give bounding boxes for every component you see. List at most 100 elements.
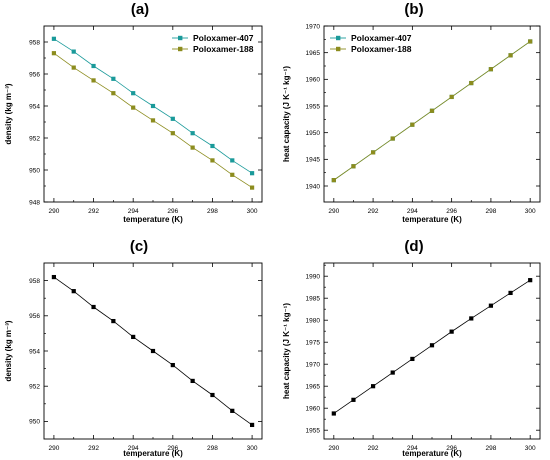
data-point bbox=[370, 150, 376, 155]
y-axis-label: density (kg m⁻³) bbox=[4, 83, 13, 144]
data-point bbox=[170, 116, 175, 121]
y-tick-label: 954 bbox=[29, 348, 40, 355]
legend-label: Poloxamer-188 bbox=[351, 44, 412, 54]
y-axis-label: heat capacity (J K⁻¹ kg⁻¹) bbox=[282, 66, 291, 162]
x-tick-label: 296 bbox=[167, 445, 178, 452]
data-point bbox=[71, 289, 76, 294]
data-point bbox=[390, 136, 395, 141]
data-point bbox=[429, 108, 435, 113]
data-point bbox=[210, 392, 215, 398]
y-tick-label: 1975 bbox=[306, 340, 321, 347]
y-tick-label: 1970 bbox=[306, 362, 321, 369]
x-tick-label: 298 bbox=[207, 445, 218, 452]
panel-title: (c) bbox=[130, 238, 148, 255]
data-point bbox=[150, 103, 156, 109]
data-point bbox=[351, 164, 356, 169]
data-point bbox=[488, 67, 494, 72]
data-point bbox=[111, 318, 116, 324]
data-point bbox=[190, 131, 195, 136]
x-tick-label: 298 bbox=[485, 208, 496, 215]
legend-label: Poloxamer-407 bbox=[351, 33, 412, 43]
panel-title: (a) bbox=[131, 1, 149, 18]
x-tick-label: 292 bbox=[368, 445, 379, 452]
y-axis-label: heat capacity (J K⁻¹ kg⁻¹) bbox=[282, 303, 291, 399]
x-tick-label: 290 bbox=[328, 208, 339, 215]
legend-label: Poloxamer-188 bbox=[193, 44, 254, 54]
x-tick-label: 294 bbox=[407, 208, 418, 215]
x-tick-label: 300 bbox=[247, 208, 258, 215]
panel-b: (b) 290 292 294 296 298 300 1940 1945 1950 1955 196… bbox=[282, 1, 541, 224]
legend-marker bbox=[336, 35, 341, 41]
data-point bbox=[249, 422, 255, 428]
data-point bbox=[429, 343, 435, 348]
x-tick-label: 300 bbox=[525, 445, 536, 452]
y-tick-label: 1965 bbox=[306, 50, 321, 57]
y-tick-label: 958 bbox=[29, 39, 40, 46]
data-point bbox=[111, 76, 116, 81]
x-axis-label: temperature (K) bbox=[402, 215, 462, 224]
data-point bbox=[51, 51, 57, 56]
x-tick-label: 300 bbox=[525, 208, 536, 215]
data-point bbox=[331, 178, 336, 183]
plot-frame bbox=[323, 25, 541, 203]
y-tick-label: 1965 bbox=[306, 384, 321, 391]
data-point bbox=[51, 36, 57, 41]
y-tick-label: 1945 bbox=[306, 157, 321, 164]
y-tick-label: 1990 bbox=[306, 274, 321, 281]
x-tick-label: 296 bbox=[446, 208, 457, 215]
data-point bbox=[249, 185, 255, 190]
data-point bbox=[230, 172, 235, 177]
data-point bbox=[370, 384, 376, 389]
data-point bbox=[230, 158, 235, 163]
y-tick-label: 1985 bbox=[306, 296, 321, 303]
y-tick-label: 1970 bbox=[306, 23, 321, 30]
x-tick-label: 290 bbox=[328, 445, 339, 452]
legend-marker bbox=[178, 46, 183, 52]
x-tick-label: 292 bbox=[88, 208, 99, 215]
x-tick-label: 298 bbox=[207, 208, 218, 215]
x-tick-label: 290 bbox=[48, 208, 59, 215]
y-tick-label: 1960 bbox=[306, 77, 321, 84]
plot-frame bbox=[323, 262, 541, 440]
data-point bbox=[71, 65, 76, 70]
data-point bbox=[528, 39, 533, 44]
x-tick-label: 296 bbox=[167, 208, 178, 215]
x-axis-label: temperature (K) bbox=[123, 215, 183, 224]
data-point bbox=[111, 91, 116, 96]
panel-title: (d) bbox=[404, 238, 423, 255]
data-point bbox=[91, 63, 96, 69]
data-point bbox=[131, 334, 136, 340]
data-point bbox=[508, 53, 513, 58]
data-point bbox=[91, 78, 96, 83]
data-point bbox=[351, 397, 356, 402]
data-point bbox=[170, 131, 175, 136]
data-point bbox=[230, 408, 235, 413]
panel-a: (a) 290 292 294 296 298 300 948 950 952 954 956 958 t… bbox=[4, 1, 263, 224]
y-tick-label: 956 bbox=[29, 313, 40, 320]
data-point bbox=[131, 91, 136, 96]
x-tick-label: 298 bbox=[485, 445, 496, 452]
data-point bbox=[508, 290, 513, 296]
data-point bbox=[91, 304, 96, 310]
data-point bbox=[190, 378, 195, 384]
data-point bbox=[170, 362, 175, 368]
data-point bbox=[469, 316, 474, 321]
data-point bbox=[410, 356, 415, 362]
y-axis-label: density (kg m⁻³) bbox=[4, 320, 13, 381]
data-point bbox=[210, 143, 215, 149]
panel-title: (b) bbox=[404, 1, 423, 18]
y-tick-label: 958 bbox=[29, 278, 40, 285]
legend-label: Poloxamer-407 bbox=[193, 33, 254, 43]
x-tick-label: 292 bbox=[368, 208, 379, 215]
panel-c: (c) 290 292 294 296 298 300 950 952 954 956 958 temp… bbox=[4, 238, 263, 458]
y-tick-label: 952 bbox=[29, 135, 40, 142]
legend-marker bbox=[178, 35, 183, 41]
x-tick-label: 290 bbox=[48, 445, 59, 452]
x-tick-label: 300 bbox=[247, 445, 258, 452]
x-axis-label: temperature (K) bbox=[402, 449, 462, 458]
data-point bbox=[449, 329, 454, 334]
y-tick-label: 950 bbox=[29, 167, 40, 174]
data-point bbox=[51, 274, 57, 280]
